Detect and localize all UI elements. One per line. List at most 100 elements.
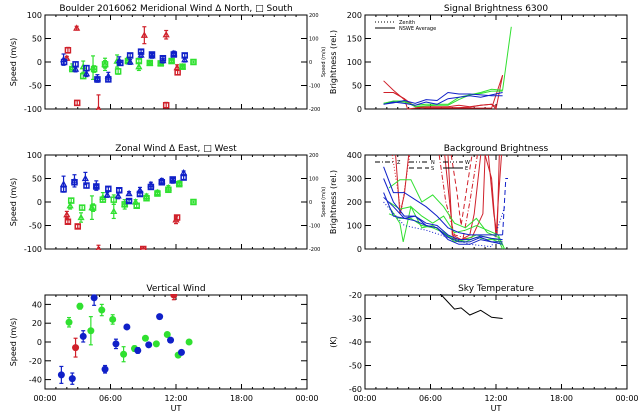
series-line xyxy=(388,213,504,250)
data-point-square xyxy=(148,51,156,58)
panel-vertical-wind: Vertical Wind 00:00 06:00 12:00 18:00 00:00 UT… xyxy=(9,284,319,413)
data-point-square xyxy=(173,214,181,221)
y-axis-label: Brightness (rel.) xyxy=(329,30,338,94)
data-point-triangle xyxy=(81,174,89,182)
data-point-triangle xyxy=(110,207,118,215)
series-line xyxy=(383,26,512,106)
data-point-square xyxy=(64,47,72,54)
series-line xyxy=(383,192,503,245)
data-point xyxy=(68,375,76,383)
y2-tick-label: 100 xyxy=(309,177,319,183)
y2-axis-label: Speed (m/s) xyxy=(321,47,327,77)
x-tick-label: 06:00 xyxy=(419,394,442,403)
data-point-triangle xyxy=(162,30,170,38)
data-point-square xyxy=(136,190,144,198)
data-point-triangle xyxy=(82,69,91,77)
legend-label: W xyxy=(465,160,470,166)
data-point-square xyxy=(114,68,122,75)
data-point xyxy=(170,294,178,299)
legend-label: E xyxy=(465,166,468,172)
data-point-square xyxy=(94,76,101,83)
data-point xyxy=(87,327,95,335)
data-point-triangle xyxy=(169,177,177,184)
data-point-triangle xyxy=(77,213,85,221)
data-point xyxy=(109,315,117,323)
y2-tick-label: -200 xyxy=(309,107,320,113)
data-point xyxy=(112,340,120,348)
data-point-square xyxy=(179,63,186,70)
data-point-square xyxy=(135,57,143,65)
data-point-square xyxy=(137,48,145,55)
data-point-square xyxy=(60,58,68,66)
y2-axis-label: Speed (m/s) xyxy=(321,187,327,217)
y-tick-label: 0 xyxy=(357,105,362,114)
data-point-triangle xyxy=(135,62,143,70)
data-point-square xyxy=(101,61,109,68)
data-point-square xyxy=(93,183,100,190)
panel-sky-temperature: Sky Temperature 00:00 06:00 12:00 18:00 00:00… xyxy=(329,284,639,413)
data-point-triangle xyxy=(114,192,122,199)
y-tick-label: 50 xyxy=(352,82,362,91)
plot-frame xyxy=(364,294,628,390)
x-tick-label: 00:00 xyxy=(615,394,638,403)
data-point xyxy=(57,371,65,379)
data-point-square xyxy=(181,52,188,59)
data-point-square xyxy=(60,186,67,193)
series-line xyxy=(383,166,503,236)
y2-tick-label: 0 xyxy=(309,60,312,66)
data-point-triangle xyxy=(95,105,102,110)
y-tick-label: -100 xyxy=(24,245,42,254)
data-point xyxy=(141,334,149,342)
data-point-triangle xyxy=(66,201,74,209)
y-tick-label: -40 xyxy=(349,338,362,347)
data-point-square xyxy=(174,69,181,76)
y-tick-label: -100 xyxy=(24,105,42,114)
x-axis-label: UT xyxy=(171,404,182,413)
data-point-square xyxy=(125,197,133,205)
series-line xyxy=(388,201,505,247)
y-axis-label: Speed (m/s) xyxy=(9,318,18,367)
y-tick-label: 50 xyxy=(32,175,42,184)
y-tick-label: -30 xyxy=(349,315,362,324)
y-tick-label: 100 xyxy=(347,222,362,231)
y-tick-label: 400 xyxy=(347,151,362,160)
data-point-square xyxy=(73,99,81,107)
data-point-square xyxy=(83,64,90,72)
data-point xyxy=(123,323,131,331)
data-point-square xyxy=(154,190,161,197)
data-point-square xyxy=(64,218,72,225)
plot-area xyxy=(383,154,508,250)
data-point-square xyxy=(105,185,112,193)
y-tick-label: 0 xyxy=(37,58,42,67)
panel-signal-brightness: Signal Brightness 6300 0 50 100 150 200 Bright… xyxy=(321,4,628,114)
data-point-square xyxy=(110,196,118,203)
data-point-square xyxy=(89,204,97,211)
data-point xyxy=(152,340,160,348)
plot-area xyxy=(57,294,193,385)
data-point-square xyxy=(78,204,86,211)
data-point xyxy=(145,341,153,349)
y-axis-label: (K) xyxy=(329,336,338,348)
data-point xyxy=(120,350,128,358)
data-point-triangle xyxy=(103,191,111,198)
panel-zonal-wind: Zonal Wind Δ East, □ West -100 -50 0 50 100 Sp… xyxy=(9,144,320,254)
data-point-square xyxy=(162,101,170,109)
data-point-square xyxy=(74,223,81,230)
data-point-square xyxy=(159,54,167,62)
data-point-square xyxy=(176,180,183,188)
data-point-square xyxy=(143,194,150,202)
data-point xyxy=(72,344,80,352)
series-line xyxy=(383,91,503,105)
y-tick-label: 200 xyxy=(347,198,362,207)
chart-title: Signal Brightness 6300 xyxy=(444,4,548,14)
y-tick-label: 40 xyxy=(32,300,42,309)
series-line xyxy=(502,178,508,235)
x-axis-label: UT xyxy=(491,404,502,413)
y-tick-label: -50 xyxy=(29,82,42,91)
chart-title: Zonal Wind Δ East, □ West xyxy=(115,144,237,154)
legend-label: NSWE Average xyxy=(399,26,436,32)
data-point xyxy=(177,348,185,356)
y-tick-label: 50 xyxy=(32,35,42,44)
data-point xyxy=(134,346,142,354)
data-point-square xyxy=(158,179,166,186)
